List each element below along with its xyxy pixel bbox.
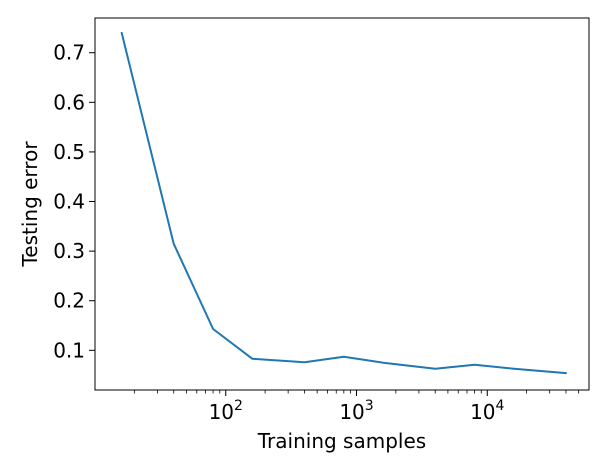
data-point-6 [382,362,384,364]
y-tick-label-0: 0.1 [53,338,85,362]
data-point-3 [251,358,253,360]
data-point-5 [343,356,345,358]
data-point-1 [173,243,175,245]
data-point-8 [474,364,476,366]
x-tick-label-2: 104 [470,398,504,424]
x-tick-label-1: 103 [339,398,373,424]
y-tick-label-6: 0.7 [53,41,85,65]
x-axis-label: Training samples [257,429,426,453]
data-point-10 [565,372,567,374]
y-tick-label-3: 0.4 [53,190,85,214]
data-point-7 [434,368,436,370]
plot-area [94,17,590,391]
x-tick-label-0: 102 [209,398,243,424]
data-point-2 [212,328,214,330]
data-point-9 [513,368,515,370]
x-axis-minor-ticks [133,390,580,394]
y-tick-label-1: 0.2 [53,289,85,313]
series-line [120,31,567,375]
x-axis-ticks: 102 103 104 [209,390,505,424]
data-point-0 [121,32,123,34]
y-tick-label-2: 0.3 [53,239,85,263]
y-axis-ticks: 0.1 0.2 0.3 0.4 0.5 0.6 0.7 [53,41,95,362]
data-point-4 [304,361,306,363]
y-tick-label-4: 0.5 [53,140,85,164]
y-tick-label-5: 0.6 [53,90,85,114]
axes-frame [94,17,590,391]
y-axis-label: Testing error [18,141,42,268]
